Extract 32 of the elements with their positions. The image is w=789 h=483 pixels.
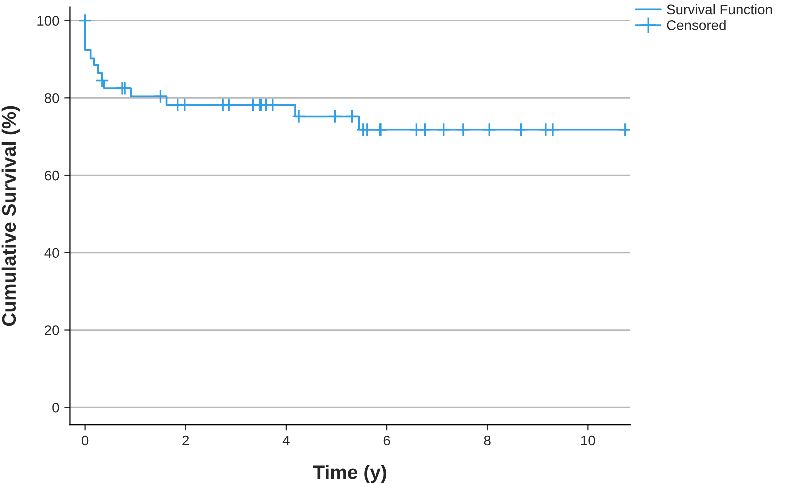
point (328, 110, 342, 124)
x-axis-title: Time (y) (313, 465, 386, 483)
y-tick-label: 20 (45, 326, 60, 336)
point (292, 110, 306, 124)
x-tick-label: 2 (182, 436, 190, 446)
y-tick-label: 60 (45, 170, 60, 181)
y-tick-label: 0 (52, 402, 60, 413)
point (436, 122, 451, 137)
point (482, 122, 497, 137)
point (418, 122, 432, 137)
point (546, 122, 560, 137)
point (178, 98, 192, 112)
point (95, 74, 110, 88)
y-tick-label: 100 (38, 16, 60, 26)
point (154, 90, 168, 104)
point (345, 110, 360, 124)
legend-label: Survival Function (667, 4, 772, 15)
x-tick-label: 0 (82, 436, 89, 446)
point (514, 122, 528, 137)
point (78, 14, 92, 28)
legend-label: Censored (667, 20, 726, 30)
x-tick-label: 10 (582, 436, 596, 446)
y-tick-label: 80 (44, 93, 60, 104)
y-axis-title: Cumulative Survival (%) (2, 106, 20, 326)
point (360, 122, 374, 137)
point (266, 98, 280, 112)
y-tick-label: 40 (44, 248, 60, 258)
point (456, 122, 471, 137)
point (222, 98, 236, 112)
x-tick-label: 8 (484, 436, 491, 446)
x-tick-label: 6 (384, 436, 390, 446)
x-tick-label: 4 (282, 436, 290, 446)
